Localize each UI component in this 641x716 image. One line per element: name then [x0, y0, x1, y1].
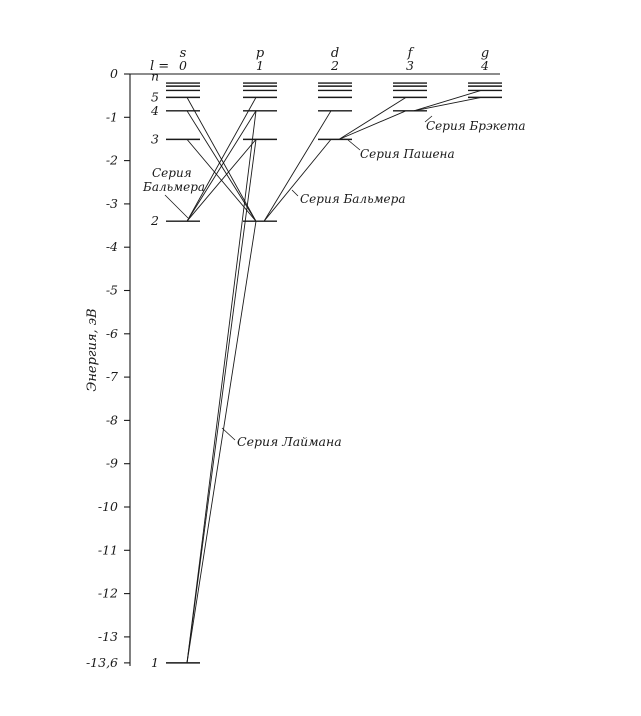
axis-tick-label: -13,6	[86, 655, 118, 670]
transition-lines	[186, 90, 482, 663]
brackett-leader-line	[424, 115, 433, 123]
axis-tick-label: -12	[98, 586, 118, 601]
axis-tick-label: -8	[106, 412, 118, 427]
orbital-l-value-label: 2	[330, 58, 339, 73]
paschen-leader-line	[347, 139, 361, 151]
principal-quantum-number-label: 2	[150, 213, 159, 228]
axis-tick-label: -2	[106, 153, 118, 168]
axis-tick-label: -11	[98, 542, 118, 557]
axis-tick-label: -4	[106, 239, 118, 254]
lyman-leader-line	[221, 427, 236, 441]
orbital-column-headings: s0 p1 d2 f3 g4	[179, 46, 489, 73]
n-labels: n 54 3 2 1	[150, 69, 159, 670]
balmer-right-series-label: Серия Бальмера	[300, 192, 406, 206]
paschen-transition-line	[338, 97, 407, 140]
orbital-letter-label: g	[481, 46, 489, 61]
balmer-series-label-line1: Серия	[152, 166, 192, 180]
axis-tick-label: -1	[106, 109, 118, 124]
series-labels: Серия Лаймана Серия Бальмера Серия Бальм…	[142, 115, 525, 449]
axis-tick-label: -6	[106, 326, 118, 341]
balmer-transition-line	[186, 97, 257, 222]
principal-quantum-number-label: 4	[150, 103, 159, 118]
axis-ticks: 0 -1 -2 -3 -4 -5 -6 -7 -8 -9 -10 -11 -12 -13 -13,6	[86, 66, 130, 670]
axis-tick-label: -5	[106, 283, 118, 298]
orbital-letter-label: d	[331, 46, 339, 61]
balmer-left-leader-line	[164, 194, 189, 219]
balmer-transition-line	[186, 139, 257, 222]
l-prefix-label: l =	[150, 59, 169, 74]
principal-quantum-number-label: n	[151, 69, 159, 84]
paschen-transition-line	[338, 110, 407, 140]
axis-tick-label: -10	[98, 499, 118, 514]
axis-tick-label: -7	[106, 369, 118, 384]
axis-title: Энергия, эВ	[85, 308, 100, 391]
axis-tick-label: 0	[110, 66, 118, 81]
balmer-transition-line	[263, 110, 332, 222]
principal-quantum-number-label: 5	[151, 89, 159, 104]
orbital-l-value-label: 4	[480, 58, 489, 73]
energy-levels	[166, 82, 502, 664]
axis-tick-label: -9	[106, 456, 118, 471]
orbital-l-value-label: 0	[179, 58, 187, 73]
principal-quantum-number-label: 3	[151, 131, 159, 146]
brackett-transition-line	[413, 90, 482, 112]
paschen-series-label: Серия Пашена	[360, 147, 455, 161]
orbital-letter-label: s	[180, 46, 187, 61]
brackett-series-label: Серия Брэкета	[426, 119, 525, 133]
axis-tick-label: -3	[106, 196, 118, 211]
axis-tick-label: -13	[98, 629, 118, 644]
brackett-transition-line	[413, 96, 482, 112]
balmer-right-leader-line	[291, 189, 299, 197]
principal-quantum-number-label: 1	[151, 655, 159, 670]
orbital-letter-label: p	[256, 46, 265, 61]
orbital-l-value-label: 3	[406, 58, 414, 73]
balmer-transition-line	[186, 110, 257, 222]
energy-axis	[129, 73, 500, 666]
lyman-series-label: Серия Лаймана	[237, 434, 342, 449]
orbital-l-value-label: 1	[256, 58, 264, 73]
balmer-series-label-line2: Бальмера	[142, 180, 205, 194]
lyman-transition-line	[186, 221, 257, 663]
orbital-letter-label: f	[407, 46, 415, 61]
balmer-transition-line	[263, 139, 332, 222]
lyman-transition-line	[186, 139, 257, 663]
